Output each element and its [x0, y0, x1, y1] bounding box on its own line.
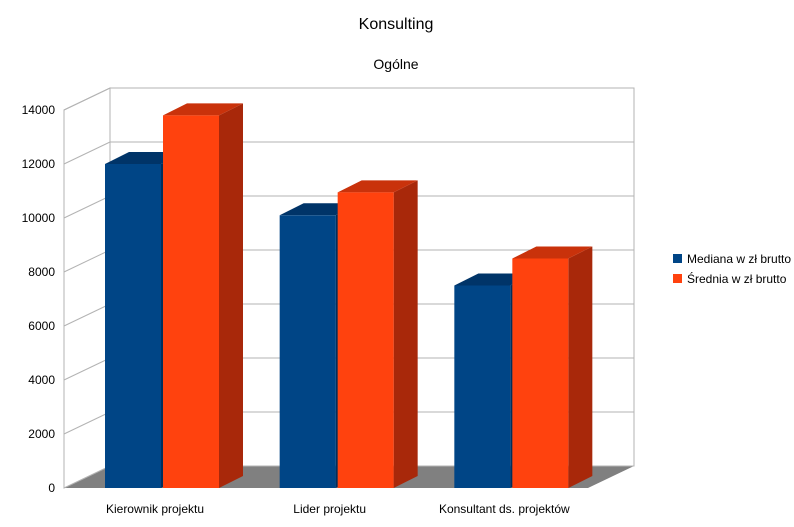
legend-swatch — [673, 254, 682, 263]
bar — [163, 103, 243, 489]
x-tick-label: Kierownik projektu — [106, 502, 204, 516]
gridline-side — [63, 357, 111, 381]
bar-side — [568, 246, 593, 488]
gridline-side — [63, 195, 111, 219]
bar-front — [337, 192, 394, 488]
bar-front — [105, 164, 161, 488]
y-tick-label: 12000 — [22, 157, 56, 171]
legend-label: Średnia w zł brutto — [687, 271, 787, 286]
y-tick-label: 6000 — [28, 319, 55, 333]
bar — [512, 246, 593, 488]
gridline-side — [63, 303, 111, 327]
bar-side — [393, 180, 418, 488]
legend-swatch — [673, 274, 682, 283]
gridline-side — [63, 249, 111, 273]
y-tick-label: 0 — [48, 481, 55, 495]
gridline-side — [63, 87, 111, 111]
gridline-side — [63, 141, 111, 165]
y-tick-label: 2000 — [28, 427, 55, 441]
bar-front — [279, 215, 336, 489]
chart-side-wall — [63, 87, 111, 489]
x-axis: Kierownik projektu Lider projektu Konsulta… — [106, 502, 570, 516]
y-tick-label: 8000 — [28, 265, 55, 279]
legend-label: Mediana w zł brutto — [687, 252, 791, 266]
legend: Mediana w zł brutto Średnia w zł brutto — [673, 252, 791, 286]
x-tick-label: Konsultant ds. projektów — [439, 502, 570, 516]
chart-title: Konsulting — [359, 16, 434, 33]
y-axis: 0 2000 4000 6000 8000 10000 12000 14000 — [22, 103, 56, 495]
bars-layer — [105, 103, 593, 489]
y-tick-label: 14000 — [22, 103, 56, 117]
bar-side — [219, 103, 243, 489]
bar-top — [337, 180, 418, 193]
chart-subtitle: Ogólne — [373, 56, 418, 72]
x-tick-label: Lider projektu — [293, 502, 366, 516]
y-tick-label: 4000 — [28, 373, 55, 387]
bar-front — [163, 115, 219, 489]
y-tick-label: 10000 — [22, 211, 56, 225]
bar-front — [454, 285, 511, 488]
bar — [337, 180, 418, 488]
gridline-side — [63, 411, 111, 435]
bar-top — [512, 246, 593, 259]
bar-top — [163, 103, 243, 116]
bar-front — [512, 258, 569, 488]
